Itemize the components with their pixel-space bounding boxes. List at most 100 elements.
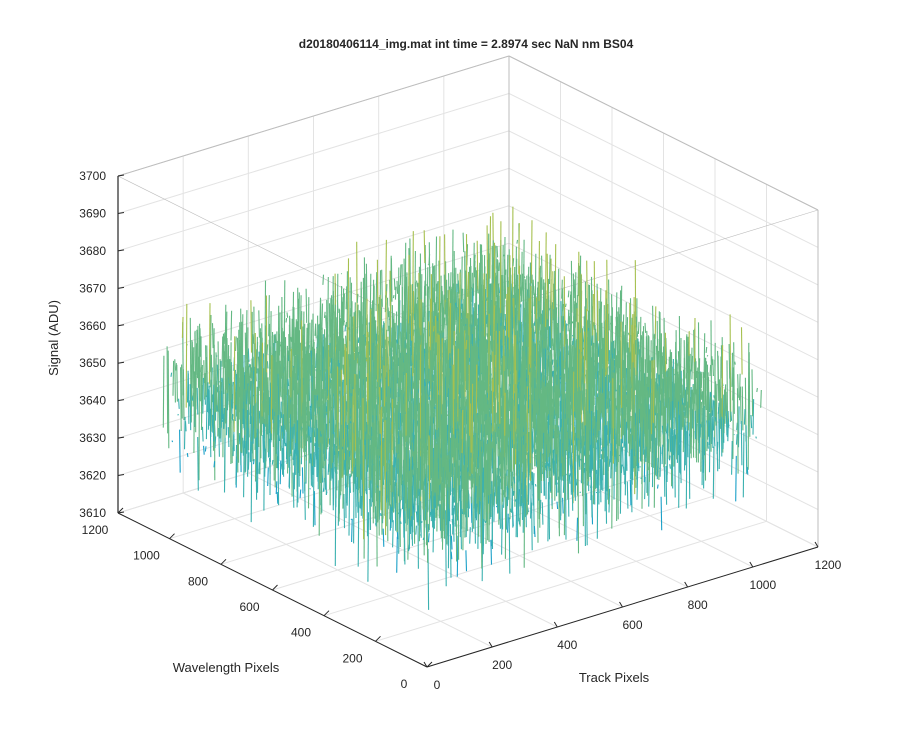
surface-stroke	[545, 318, 548, 355]
surface-stroke	[544, 427, 547, 462]
surface-stroke	[291, 377, 294, 391]
surface-stroke	[547, 433, 550, 458]
surface-stroke	[608, 365, 611, 383]
surface-stroke	[412, 291, 414, 377]
surface-stroke	[319, 430, 322, 437]
surface-stroke	[432, 266, 435, 303]
surface-stroke	[730, 411, 733, 421]
surface-stroke	[402, 304, 405, 370]
surface-stroke	[422, 393, 425, 444]
surface-stroke	[599, 418, 602, 446]
surface-stroke	[529, 372, 531, 481]
surface-stroke	[619, 471, 622, 514]
surface-stroke	[325, 317, 328, 407]
y-tick-label: 200	[342, 651, 362, 665]
x-tick-label: 1000	[749, 578, 776, 592]
surface-stroke	[263, 368, 265, 425]
surface-stroke	[422, 537, 425, 541]
surface-stroke	[584, 467, 586, 547]
surface-stroke	[415, 525, 417, 535]
surface-stroke	[406, 272, 409, 333]
surface-stroke	[236, 337, 239, 369]
surface-stroke	[554, 386, 557, 416]
surface-stroke	[620, 464, 623, 473]
surface-stroke	[543, 386, 546, 440]
surface-stroke	[569, 294, 572, 364]
surface-stroke	[424, 244, 427, 296]
surface-stroke	[312, 341, 315, 372]
surface-stroke	[471, 383, 474, 474]
surface-stroke	[223, 332, 226, 345]
surface-stroke	[483, 382, 486, 438]
surface-stroke	[324, 369, 327, 373]
surface-stroke	[530, 400, 533, 409]
y-tick-mark	[117, 507, 124, 514]
surface-stroke	[624, 394, 627, 425]
surface-stroke	[425, 523, 428, 541]
surface-stroke	[544, 465, 547, 469]
surface-stroke	[258, 380, 261, 392]
surface-stroke	[383, 365, 386, 407]
surface-stroke	[637, 404, 640, 463]
surface-stroke	[408, 470, 411, 509]
surface-stroke	[689, 396, 692, 454]
surface-stroke	[493, 415, 496, 417]
surface-stroke	[626, 384, 629, 428]
surface-stroke	[267, 377, 270, 416]
surface-stroke	[310, 381, 313, 404]
surface-stroke	[464, 323, 467, 327]
surface-stroke	[721, 345, 724, 417]
surface-stroke	[323, 477, 325, 492]
surface-stroke	[587, 395, 589, 479]
surface-stroke	[278, 435, 281, 442]
surface-stroke	[302, 414, 305, 424]
surface-stroke	[258, 410, 261, 424]
surface-stroke	[593, 322, 595, 330]
surface-stroke	[395, 379, 397, 398]
surface-stroke	[397, 453, 399, 459]
surface-stroke	[244, 389, 246, 420]
surface-stroke	[394, 286, 397, 300]
surface-stroke	[597, 445, 600, 505]
surface-stroke	[660, 356, 663, 403]
surface-stroke	[342, 439, 345, 509]
y-tick-mark	[272, 584, 278, 591]
surface-stroke	[556, 436, 558, 439]
surface-stroke	[677, 391, 679, 401]
surface-stroke	[611, 428, 613, 529]
surface-stroke	[409, 347, 412, 367]
surface-stroke	[713, 395, 715, 399]
surface-stroke	[245, 440, 247, 472]
surface-stroke	[636, 471, 639, 500]
x-tick-mark	[749, 561, 754, 568]
surface-stroke	[246, 409, 249, 458]
surface-stroke	[389, 504, 392, 531]
surface-stroke	[307, 435, 310, 509]
surface-stroke	[679, 444, 682, 484]
surface-stroke	[364, 418, 367, 428]
surface-stroke	[481, 501, 484, 582]
surface-stroke	[534, 483, 537, 487]
surface-stroke	[419, 335, 422, 345]
surface-stroke	[364, 392, 367, 440]
surface-stroke	[571, 386, 574, 454]
surface-stroke	[411, 355, 413, 366]
surface-stroke	[601, 422, 604, 460]
surface-stroke	[470, 287, 473, 291]
surface-stroke	[594, 334, 596, 396]
surface-stroke	[602, 393, 605, 476]
surface-stroke	[637, 321, 640, 335]
surface-stroke	[252, 334, 254, 344]
surface-stroke	[504, 433, 507, 559]
surface-stroke	[262, 434, 265, 463]
surface-stroke	[402, 497, 405, 538]
surface-stroke	[317, 407, 320, 447]
surface-stroke	[485, 460, 488, 544]
surface-stroke	[742, 432, 745, 498]
surface-stroke	[582, 399, 585, 435]
surface-stroke	[331, 434, 334, 463]
surface-stroke	[371, 465, 374, 503]
surface-stroke	[451, 432, 453, 473]
surface-stroke	[349, 421, 352, 424]
surface-stroke	[385, 291, 387, 403]
